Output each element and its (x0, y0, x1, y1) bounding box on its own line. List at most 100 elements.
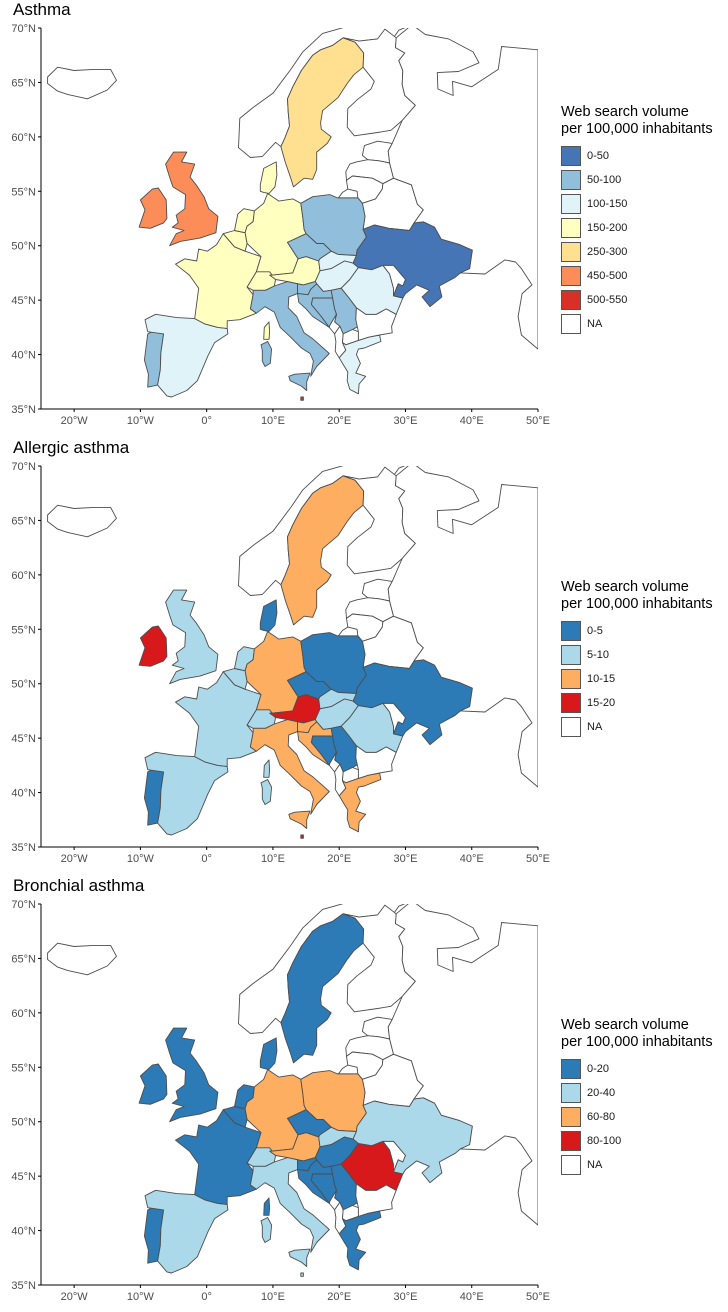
country-gr (338, 334, 382, 395)
legend-item: NA (561, 1153, 713, 1177)
country-fr (175, 671, 262, 767)
x-tick-label: 0° (201, 415, 212, 427)
country-gb (165, 589, 219, 685)
legend-label: 5-10 (587, 649, 610, 661)
y-tick-label: 45°N (11, 295, 36, 307)
country-mt (300, 396, 304, 401)
country-ruk (338, 188, 359, 199)
legend-item: 60-80 (561, 1105, 713, 1129)
x-tick-label: 20°W (61, 1291, 89, 1303)
legend-key-swatch (561, 314, 581, 334)
legend-label: NA (587, 318, 603, 330)
country-fr (175, 1109, 262, 1205)
legend-label: 0-20 (587, 1063, 610, 1075)
country-sic (288, 372, 311, 391)
y-tick-label: 50°N (11, 1117, 36, 1129)
legend-allergic-asthma: Web search volume per 100,000 inhabitant… (561, 579, 713, 739)
country-it (249, 719, 330, 815)
map-svg-asthma: 70°N 65°N 60°N 55°N 50°N 45°N 40°N 35°N 20°W 10°W… (11, 23, 550, 427)
legend-item: 80-100 (561, 1129, 713, 1153)
country-it (249, 1157, 330, 1253)
country-dk (259, 1037, 278, 1070)
map-svg-bronchial-asthma: 70°N 65°N 60°N 55°N 50°N 45°N 40°N 35°N 20°W 10°W… (11, 899, 550, 1303)
country-shapes (47, 28, 538, 401)
country-ie (138, 625, 168, 667)
y-tick-label: 40°N (11, 788, 36, 800)
legend-label: 100-150 (587, 198, 628, 210)
country-gr (338, 772, 382, 833)
legend-items: 0-50 50-100 100-150 150-200 250-300 450-500 50… (561, 144, 713, 336)
x-tick-label: 40°E (460, 415, 484, 427)
panel-title: Asthma (13, 0, 71, 19)
legend-label: 50-100 (587, 174, 622, 186)
legend-items: 0-5 5-10 10-15 15-20 NA (561, 619, 713, 739)
legend-label: 0-50 (587, 150, 610, 162)
map-svg-allergic-asthma: 70°N 65°N 60°N 55°N 50°N 45°N 40°N 35°N 20°W 10°W… (11, 461, 550, 865)
legend-key-swatch (561, 1155, 581, 1175)
country-is (47, 66, 117, 100)
country-shapes (47, 466, 538, 839)
legend-key-swatch (561, 242, 581, 262)
legend-key-swatch (561, 645, 581, 665)
country-ua (352, 1097, 473, 1184)
legend-key-swatch (561, 693, 581, 713)
legend-key-swatch (561, 1083, 581, 1103)
legend-label: 20-40 (587, 1087, 616, 1099)
y-tick-label: 35°N (11, 1280, 36, 1292)
legend-key-swatch (561, 194, 581, 214)
y-tick-label: 65°N (11, 77, 36, 89)
x-tick-label: 10°W (127, 415, 155, 427)
x-tick-label: 0° (201, 1291, 212, 1303)
country-sic (288, 1248, 311, 1267)
country-sard (260, 341, 273, 367)
legend-label: 60-80 (587, 1111, 616, 1123)
legend-bronchial-asthma: Web search volume per 100,000 inhabitant… (561, 1017, 713, 1177)
y-tick-label: 55°N (11, 624, 36, 636)
x-tick-label: 20°E (327, 415, 351, 427)
x-tick-label: 20°E (327, 1291, 351, 1303)
legend-item: NA (561, 715, 713, 739)
y-tick-label: 40°N (11, 1226, 36, 1238)
y-tick-label: 40°N (11, 350, 36, 362)
country-sard (260, 1217, 273, 1243)
y-tick-label: 55°N (11, 186, 36, 198)
legend-key-swatch (561, 218, 581, 238)
legend-label: 150-200 (587, 222, 628, 234)
legend-item: 0-50 (561, 144, 713, 168)
country-gb (165, 151, 219, 247)
x-tick-label: 10°W (127, 853, 155, 865)
country-ru (387, 466, 538, 788)
legend-title-line1: Web search volume (561, 104, 689, 120)
country-ru (387, 28, 538, 350)
legend-label: 250-300 (587, 246, 628, 258)
map-panel-allergic-asthma: 70°N 65°N 60°N 55°N 50°N 45°N 40°N 35°N 20°W 10°W… (0, 438, 728, 874)
y-tick-label: 50°N (11, 241, 36, 253)
country-ie (138, 1063, 168, 1105)
legend-key-swatch (561, 1131, 581, 1151)
country-it (249, 281, 330, 377)
legend-label: 500-550 (587, 294, 628, 306)
legend-label: 0-5 (587, 625, 603, 637)
country-ua (352, 221, 473, 308)
y-tick-label: 60°N (11, 570, 36, 582)
legend-item: 100-150 (561, 192, 713, 216)
country-mt (300, 834, 304, 839)
country-gr (338, 1210, 382, 1271)
x-tick-label: 10°E (261, 853, 285, 865)
panel-title: Bronchial asthma (13, 876, 145, 895)
legend-key-swatch (561, 621, 581, 641)
country-se (280, 37, 365, 188)
country-ruk (338, 1064, 359, 1075)
legend-key-swatch (561, 717, 581, 737)
x-tick-label: 10°E (261, 1291, 285, 1303)
legend-item: 20-40 (561, 1081, 713, 1105)
x-tick-label: 50°E (526, 1291, 550, 1303)
legend-item: NA (561, 312, 713, 336)
y-tick-label: 65°N (11, 953, 36, 965)
country-ie (138, 187, 168, 229)
country-ua (352, 659, 473, 746)
legend-label: NA (587, 1159, 603, 1171)
country-ruk (338, 626, 359, 637)
legend-item: 5-10 (561, 643, 713, 667)
legend-title-line2: per 100,000 inhabitants (561, 1034, 713, 1050)
